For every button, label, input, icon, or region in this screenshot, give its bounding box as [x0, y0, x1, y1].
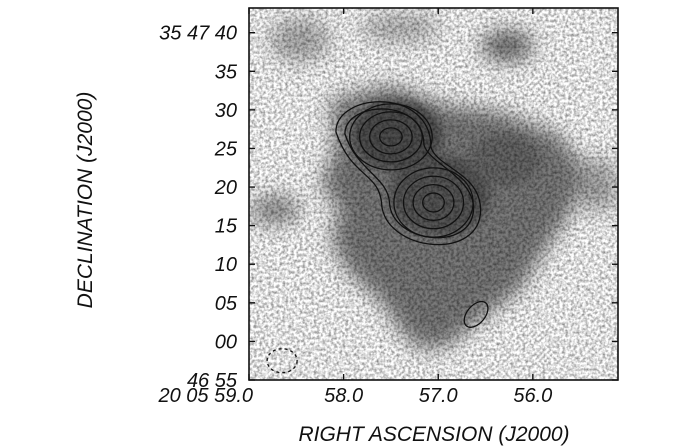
x-tick-label: 20 05 59.0 [157, 385, 253, 407]
y-tick-label: 30 [215, 100, 237, 122]
contour-beam [463, 300, 489, 328]
x-axis-label: RIGHT ASCENSION (J2000) [298, 423, 569, 446]
x-tick-labels: 20 05 59.0 58.0 57.0 56.0 [157, 385, 552, 407]
image-noise [249, 8, 618, 380]
y-tick-label: 20 [214, 177, 237, 199]
y-tick-label: 05 [215, 293, 238, 315]
x-tick-label: 56.0 [513, 385, 552, 407]
image-beam [266, 348, 298, 374]
contour-peak-1-level-3 [359, 111, 423, 163]
contour-peak-1-level-2 [369, 119, 413, 155]
beam-set [266, 300, 489, 374]
y-tick-label: 35 47 40 [159, 23, 237, 45]
x-tick-label: 57.0 [419, 385, 458, 407]
contour-peak-1-level-1 [379, 127, 403, 147]
y-axis-label: DECLINATION (J2000) [74, 92, 97, 309]
y-tick-label: 15 [215, 216, 238, 238]
contour-peak-2-level-3 [402, 175, 465, 230]
contour-set [335, 101, 482, 246]
contour-peak-2-level-2 [412, 183, 455, 221]
y-tick-label: 25 [214, 138, 238, 160]
y-tick-label: 35 [215, 61, 238, 83]
plot-frame [248, 7, 619, 381]
contour-second-envelope [344, 108, 475, 239]
grayscale-emission-image [249, 8, 618, 380]
x-tick-label: 58.0 [324, 385, 363, 407]
tick-marks [248, 8, 618, 381]
contour-peak-1-level-4 [349, 103, 433, 171]
y-tick-label: 10 [215, 254, 237, 276]
y-tick-labels: 35 47 40 35 30 25 20 15 10 05 00 46 55 [159, 23, 238, 392]
y-tick-label: 00 [215, 331, 237, 353]
contour-peak-2-level-1 [422, 192, 445, 213]
contour-outer-envelope [335, 101, 482, 246]
plot-area [248, 7, 619, 381]
y-tick-label: 46 55 [187, 370, 238, 392]
